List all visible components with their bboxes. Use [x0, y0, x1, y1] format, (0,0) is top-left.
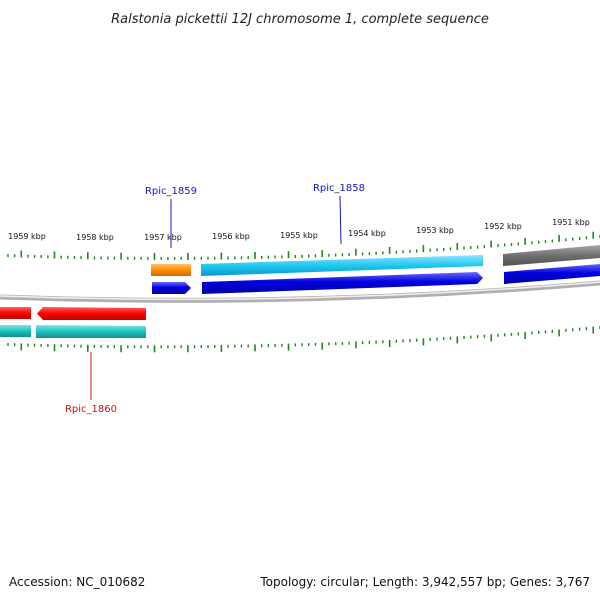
reverse-gene-feature[interactable] — [36, 325, 146, 338]
forward-gene-feature[interactable] — [201, 255, 483, 276]
reverse-gene-feature[interactable] — [0, 325, 31, 337]
forward-cds-arrow[interactable] — [152, 282, 191, 294]
kbp-label: 1957 kbp — [144, 233, 182, 242]
reverse-cds-arrow[interactable] — [37, 307, 146, 320]
gene-label-rpic-1859[interactable]: Rpic_1859 — [145, 186, 197, 197]
gene-label-rpic-1858[interactable]: Rpic_1858 — [313, 183, 365, 194]
kbp-label: 1954 kbp — [348, 229, 386, 238]
accession-text: Accession: NC_010682 — [9, 575, 145, 589]
backbone-ring — [0, 280, 600, 303]
forward-cds-arrow[interactable] — [202, 272, 483, 294]
map-title: Ralstonia pickettii 12J chromosome 1, co… — [111, 12, 489, 27]
inner-tick-track — [7, 326, 600, 353]
kbp-label: 1952 kbp — [484, 222, 522, 231]
gene-leader-line — [339, 195, 342, 245]
kbp-label: 1956 kbp — [212, 232, 250, 241]
forward-cds-arrow[interactable] — [504, 264, 600, 284]
kbp-label: 1958 kbp — [76, 233, 114, 242]
kbp-label: 1959 kbp — [8, 232, 46, 241]
forward-gene-feature[interactable] — [151, 264, 191, 276]
kbp-label: 1955 kbp — [280, 231, 318, 240]
kbp-label: 1953 kbp — [416, 226, 454, 235]
gene-label-rpic-1860[interactable]: Rpic_1860 — [65, 404, 117, 415]
backbone-ring-highlight — [0, 281, 600, 301]
kbp-labels: 1959 kbp 1958 kbp 1957 kbp 1956 kbp 1955… — [8, 218, 590, 242]
other-feature[interactable] — [503, 245, 600, 266]
outer-tick-track — [7, 231, 600, 260]
topology-text: Topology: circular; Length: 3,942,557 bp… — [259, 575, 590, 589]
kbp-label: 1951 kbp — [552, 218, 590, 227]
reverse-cds-arrow[interactable] — [0, 307, 31, 319]
